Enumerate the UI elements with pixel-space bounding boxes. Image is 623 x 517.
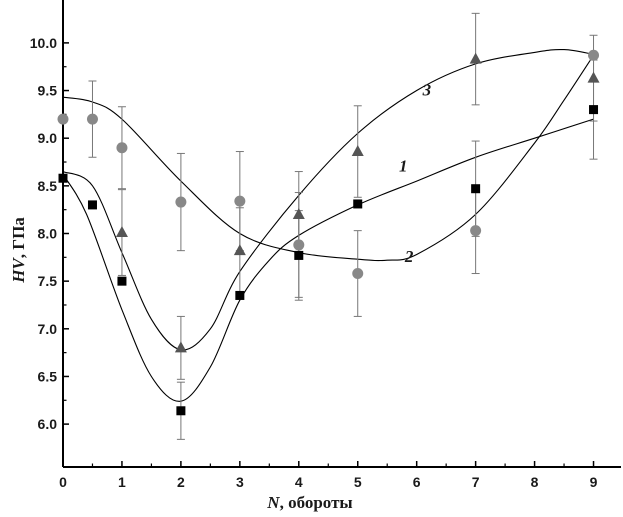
- y-tick-label: 8.0: [38, 226, 58, 242]
- y-axis-title: HV, ГПа: [9, 217, 28, 284]
- curve-label-2: 2: [404, 247, 414, 266]
- curve-label-1: 1: [399, 157, 408, 176]
- x-tick-label: 2: [177, 474, 185, 490]
- data-point-circle: [86, 113, 98, 125]
- data-point-square: [58, 173, 68, 183]
- data-point-square: [471, 184, 481, 194]
- data-point-circle: [175, 196, 187, 208]
- x-tick-label: 7: [472, 474, 480, 490]
- data-point-square: [176, 406, 186, 416]
- x-tick-label: 0: [59, 474, 67, 490]
- tick-marks: [62, 42, 595, 467]
- x-tick-label: 8: [531, 474, 539, 490]
- data-point-triangle: [351, 145, 364, 157]
- curve-label-3: 3: [422, 80, 432, 99]
- data-point-square: [353, 199, 363, 209]
- data-point-square: [117, 276, 127, 286]
- y-tick-label: 6.0: [38, 416, 58, 432]
- y-tick-label: 7.0: [38, 321, 58, 337]
- x-tick-label: 9: [590, 474, 598, 490]
- y-tick-label: 10.0: [30, 35, 57, 51]
- data-point-triangle: [292, 207, 305, 219]
- data-point-circle: [57, 113, 69, 125]
- data-point-triangle: [115, 226, 128, 238]
- data-point-circle: [116, 142, 128, 154]
- data-point-triangle: [469, 52, 482, 64]
- data-point-square: [294, 250, 304, 260]
- data-point-triangle: [174, 341, 187, 353]
- data-point-triangle: [233, 244, 246, 256]
- x-tick-label: 4: [295, 474, 303, 490]
- curve-labels: 1 2 3: [399, 80, 432, 266]
- data-point-circle: [234, 195, 246, 207]
- data-point-triangle: [587, 71, 600, 83]
- y-tick-label: 8.5: [38, 178, 58, 194]
- y-tick-label: 7.5: [38, 273, 58, 289]
- fit-curve-1: [62, 118, 594, 402]
- data-point-square: [235, 290, 245, 300]
- data-point-circle: [588, 49, 600, 61]
- fit-curves: [62, 48, 594, 402]
- y-tick-label: 9.5: [38, 83, 58, 99]
- x-axis-title: N, обороты: [266, 493, 352, 512]
- x-tick-label: 1: [118, 474, 126, 490]
- tick-labels: 0 1 2 3 4 5 6 7 8 9 6.0 6.5 7.0 7.5 8.0 8.5 9.0 9.5 10.0: [30, 35, 598, 490]
- data-point-circle: [470, 225, 482, 237]
- error-bars: [88, 12, 598, 440]
- fit-curve-3: [62, 48, 594, 351]
- axes: [62, 0, 621, 468]
- x-tick-label: 5: [354, 474, 362, 490]
- y-tick-label: 6.5: [38, 368, 58, 384]
- y-tick-label: 9.0: [38, 130, 58, 146]
- data-point-square: [87, 200, 97, 210]
- data-markers: [57, 49, 600, 416]
- x-tick-label: 6: [413, 474, 421, 490]
- x-tick-label: 3: [236, 474, 244, 490]
- data-point-circle: [352, 268, 364, 280]
- fit-curve-2: [62, 54, 594, 262]
- data-point-circle: [293, 239, 305, 251]
- data-point-square: [589, 105, 599, 115]
